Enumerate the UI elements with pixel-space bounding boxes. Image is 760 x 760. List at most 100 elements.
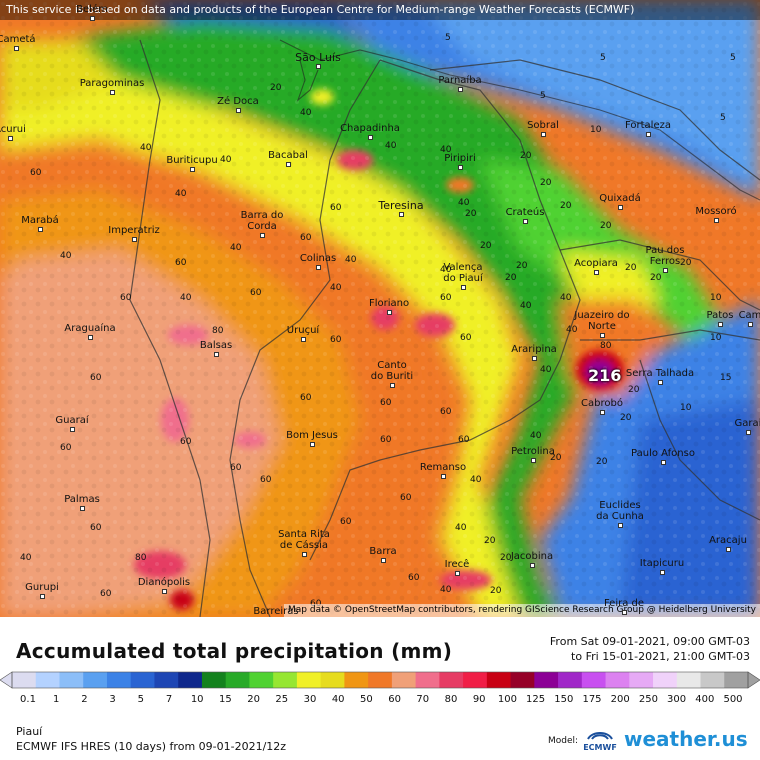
city-marker [530,563,535,568]
color-scale-tick: 70 [416,694,430,705]
svg-text:20: 20 [625,263,637,273]
city-label: Buriticupu [166,155,218,166]
city-label: Petrolina [511,446,555,457]
city-marker [646,132,651,137]
city-marker [618,523,623,528]
city-marker [90,16,95,21]
color-scale-tick: 60 [388,694,401,705]
city-label: Acurui [0,124,26,135]
city-label: Marabá [21,215,59,226]
svg-text:60: 60 [300,393,312,403]
city-marker [523,219,528,224]
svg-text:20: 20 [270,83,282,93]
color-scale-cell [629,672,654,688]
color-scale-tick: 90 [472,694,486,705]
svg-text:10: 10 [680,403,692,413]
city-marker [660,570,665,575]
city-label: Juazeiro do Norte [574,310,630,332]
weather-us-logo[interactable]: weather.us [624,727,748,751]
svg-text:60: 60 [440,293,452,303]
svg-text:20: 20 [465,209,477,219]
svg-text:20: 20 [540,178,552,188]
svg-text:60: 60 [340,517,352,527]
svg-text:60: 60 [260,475,272,485]
city-label: Araguaína [64,323,116,334]
svg-text:60: 60 [180,437,192,447]
svg-text:80: 80 [600,341,612,351]
svg-text:15: 15 [720,373,731,383]
svg-text:40: 40 [60,251,72,261]
color-scale-cell [344,672,369,688]
city-label: Cabrobó [581,398,623,409]
color-scale-cell [581,672,607,688]
city-marker [441,474,446,479]
svg-text:40: 40 [345,255,357,265]
city-marker [746,430,751,435]
svg-text:20: 20 [480,241,492,251]
svg-text:40: 40 [300,108,312,118]
svg-text:40: 40 [455,523,467,533]
color-scale-tick: 125 [526,694,546,705]
svg-text:40: 40 [560,293,572,303]
svg-text:20: 20 [550,453,562,463]
city-marker [381,558,386,563]
svg-text:40: 40 [140,143,152,153]
color-scale-cell [35,672,60,688]
color-scale-cell [178,672,203,688]
city-label: Mossoró [695,206,737,217]
city-marker [399,212,404,217]
city-marker [368,135,373,140]
city-label: Parnaíba [438,75,482,86]
ecmwf-logo: ECMWF [583,732,617,752]
color-scale-ticks: 0.1 1 2 3 5 7 10 15 20 25 30 40 50 60 70 80 90 100 125 150 1… [0,694,760,708]
color-scale-cell [605,672,630,688]
date-range: From Sat 09-01-2021, 09:00 GMT-03 to Fri… [550,634,750,664]
city-label: Cam [738,310,760,321]
city-marker [260,233,265,238]
svg-text:60: 60 [250,288,262,298]
city-marker [600,410,605,415]
color-scale-tick: 200 [610,694,630,705]
model-label: Model: [548,736,579,746]
color-scale-cell [296,672,322,688]
city-label: Balsas [199,340,233,351]
city-marker [663,268,668,273]
city-label: Piripiri [444,153,476,164]
svg-text:40: 40 [458,198,470,208]
svg-text:60: 60 [30,168,42,178]
city-label: Chapadinha [340,123,400,134]
map-credits: Map data © OpenStreetMap contributors, r… [284,604,760,617]
date-from: From Sat 09-01-2021, 09:00 GMT-03 [549,635,750,648]
color-scale-tick: 1 [53,694,60,705]
city-label: Aracaju [709,535,747,546]
city-marker [461,285,466,290]
city-marker [390,383,395,388]
svg-text:20: 20 [500,553,512,563]
svg-text:20: 20 [600,221,612,231]
color-scale-tick: 500 [723,694,743,705]
city-marker [532,356,537,361]
svg-text:40: 40 [440,145,452,155]
city-label: Palmas [64,494,100,505]
city-marker [214,352,219,357]
svg-text:10: 10 [710,333,722,343]
city-label: Valença do Piauí [443,262,483,284]
city-marker [748,322,753,327]
city-label: Barreiras [253,606,299,617]
color-scale-tick: 2 [81,694,88,705]
city-label: Dianópolis [137,577,191,588]
svg-text:40: 40 [230,243,242,253]
city-marker [190,167,195,172]
city-marker [387,310,392,315]
city-label: Paragominas [79,78,145,89]
svg-text:40: 40 [440,585,452,595]
color-scale-cell [391,672,417,688]
color-scale-cell [368,672,393,688]
svg-text:20: 20 [596,457,608,467]
svg-text:10: 10 [590,125,602,135]
city-label: Barra do Corda [240,210,284,232]
svg-text:40: 40 [470,475,482,485]
svg-text:20: 20 [505,273,517,283]
svg-text:40: 40 [20,553,32,563]
